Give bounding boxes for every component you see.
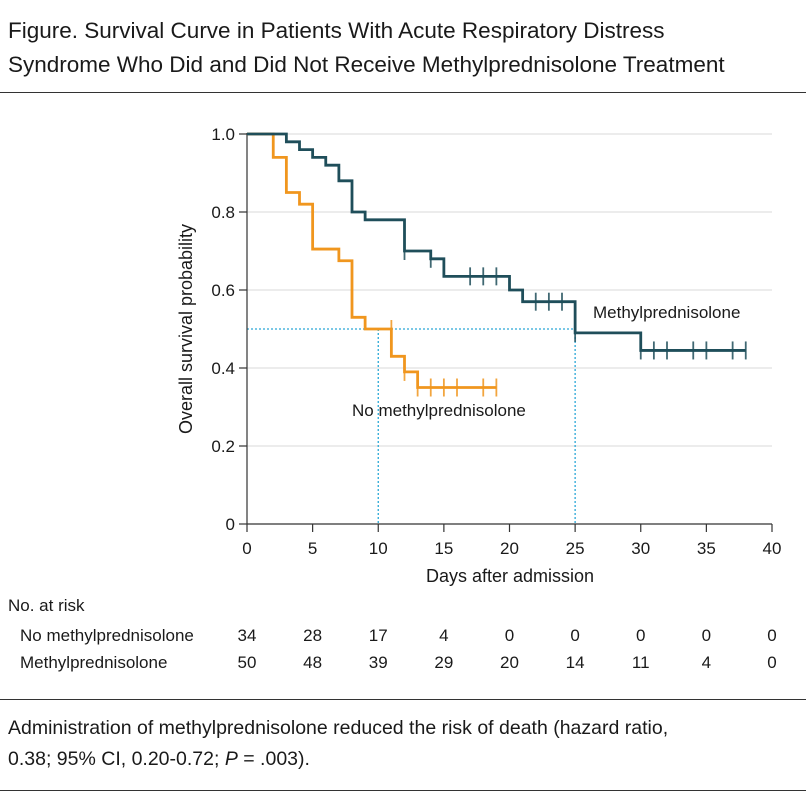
risk-count: 20 bbox=[500, 653, 519, 672]
risk-count: 17 bbox=[368, 626, 388, 645]
axes: 0 0.2 0.4 0.6 0.8 1.0 0 5 10 15 20 25 30 35 40 bbox=[211, 125, 781, 558]
y-tick-label-2: 0.4 bbox=[211, 359, 235, 378]
risk-count: 34 bbox=[237, 626, 257, 645]
caption-text-3: = .003). bbox=[237, 748, 310, 770]
risk-row-label: Methylprednisolone bbox=[20, 653, 168, 672]
x-tick-label-0: 0 bbox=[242, 539, 251, 558]
risk-count: 14 bbox=[565, 653, 585, 672]
risk-count: 0 bbox=[767, 653, 777, 672]
risk-count: 0 bbox=[504, 626, 515, 645]
caption-text-2: 0.38; 95% CI, 0.20-0.72; bbox=[8, 748, 225, 770]
risk-count: 48 bbox=[303, 653, 323, 672]
x-tick-label-1: 5 bbox=[308, 539, 317, 558]
y-axis-label: Overall survival probability bbox=[176, 224, 196, 434]
series-line-no-methylprednisolone bbox=[247, 132, 497, 389]
risk-count: 0 bbox=[570, 626, 580, 645]
x-tick-label-6: 30 bbox=[631, 539, 650, 558]
figure-title-line-2: Syndrome Who Did and Did Not Receive Met… bbox=[8, 52, 725, 77]
risk-count: 29 bbox=[434, 653, 454, 672]
figure-title-line-1: Figure. Survival Curve in Patients With … bbox=[8, 18, 665, 43]
y-tick-label-5: 1.0 bbox=[211, 125, 235, 144]
caption-text-1: Administration of methylprednisolone red… bbox=[8, 717, 669, 739]
x-tick-label-4: 20 bbox=[500, 539, 519, 558]
risk-count: 4 bbox=[701, 653, 712, 672]
risk-count: 0 bbox=[701, 626, 712, 645]
x-tick-label-7: 35 bbox=[697, 539, 716, 558]
y-tick-label-4: 0.8 bbox=[211, 203, 235, 222]
risk-count: 0 bbox=[767, 626, 777, 645]
y-tick-label-3: 0.6 bbox=[211, 281, 235, 300]
risk-count: 11 bbox=[631, 653, 650, 672]
x-axis-label: Days after admission bbox=[426, 566, 594, 586]
series-group bbox=[247, 132, 747, 397]
risk-count: 50 bbox=[237, 653, 257, 672]
caption-p-label: P bbox=[224, 748, 238, 770]
x-tick-label-8: 40 bbox=[763, 539, 782, 558]
risk-count: 0 bbox=[636, 626, 646, 645]
figure-caption: Administration of methylprednisolone red… bbox=[8, 713, 798, 775]
risk-row-label: No methylprednisolone bbox=[20, 626, 194, 645]
y-tick-label-1: 0.2 bbox=[211, 437, 235, 456]
figure-title: Figure. Survival Curve in Patients With … bbox=[8, 14, 798, 82]
series-label-no-methylprednisolone: No methylprednisolone bbox=[352, 401, 526, 420]
survival-chart: 0 0.2 0.4 0.6 0.8 1.0 0 5 10 15 20 25 30 35 40 Methylp… bbox=[176, 125, 781, 586]
bottom-rule bbox=[0, 790, 806, 791]
series-line-methylprednisolone bbox=[247, 132, 746, 352]
risk-count: 28 bbox=[303, 626, 323, 645]
risk-table-heading: No. at risk bbox=[8, 596, 85, 615]
x-tick-label-3: 15 bbox=[434, 539, 453, 558]
caption-top-rule bbox=[0, 699, 806, 700]
risk-count: 39 bbox=[368, 653, 388, 672]
x-tick-label-5: 25 bbox=[566, 539, 585, 558]
y-tick-label-0: 0 bbox=[226, 515, 235, 534]
top-rule bbox=[0, 92, 806, 93]
median-reference-lines bbox=[247, 328, 576, 524]
x-tick-label-2: 10 bbox=[369, 539, 388, 558]
risk-count: 4 bbox=[439, 626, 449, 645]
series-label-methylprednisolone: Methylprednisolone bbox=[593, 303, 740, 322]
